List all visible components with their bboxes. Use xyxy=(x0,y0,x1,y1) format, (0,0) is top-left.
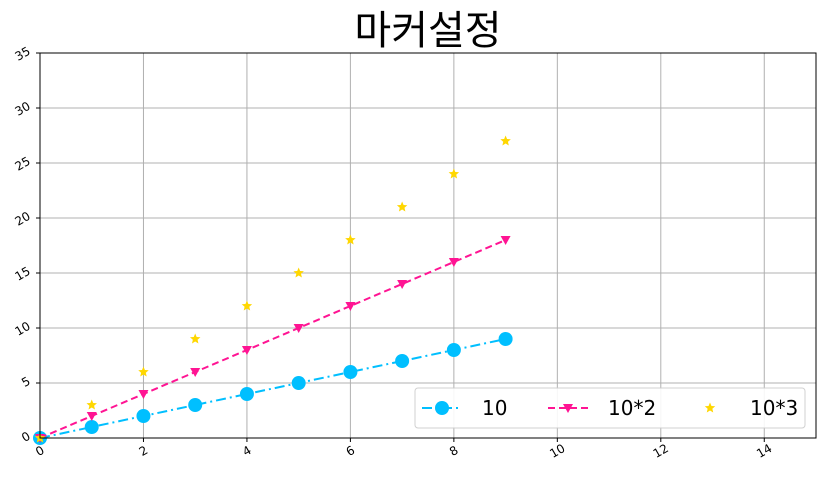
data-point xyxy=(138,390,149,399)
data-point xyxy=(345,234,356,245)
data-point xyxy=(498,332,513,346)
data-point xyxy=(136,409,151,423)
data-point xyxy=(448,258,459,267)
x-tick-label: 12 xyxy=(651,441,671,461)
x-tick-label: 6 xyxy=(344,443,358,459)
x-tick-label: 10 xyxy=(547,441,567,461)
x-axis-ticks: 0 2 4 6 8 10 12 14 xyxy=(33,438,774,461)
data-point xyxy=(239,387,254,401)
series-3 xyxy=(34,135,511,443)
data-point xyxy=(241,346,252,355)
y-tick-label: 30 xyxy=(12,99,32,119)
data-point xyxy=(343,365,358,379)
y-tick-label: 20 xyxy=(12,209,32,229)
x-tick-label: 4 xyxy=(240,443,254,459)
x-tick-label: 8 xyxy=(447,443,461,459)
legend-marker xyxy=(435,401,449,415)
legend-label: 10 xyxy=(482,396,507,420)
plot-frame xyxy=(39,52,817,439)
data-point xyxy=(397,280,408,289)
data-point xyxy=(188,398,203,412)
series-1 xyxy=(33,332,513,445)
data-point xyxy=(293,267,304,278)
chart-title: 마커설정 xyxy=(354,8,501,54)
data-point xyxy=(500,135,511,146)
x-tick-label: 0 xyxy=(33,443,47,459)
data-point xyxy=(396,201,408,212)
data-point xyxy=(395,354,410,368)
legend-label: 10*2 xyxy=(608,396,656,420)
y-axis-ticks: 0 5 10 15 20 25 30 35 xyxy=(12,44,40,445)
grid xyxy=(39,52,816,439)
data-point xyxy=(190,368,201,377)
y-tick-label: 5 xyxy=(19,374,33,390)
y-tick-label: 25 xyxy=(12,154,32,174)
data-point xyxy=(86,399,97,410)
data-point xyxy=(500,236,511,245)
legend-marker xyxy=(563,404,573,413)
legend-entry: 10*2 xyxy=(548,396,656,420)
legend-label: 10*3 xyxy=(750,396,798,420)
legend-entry: 10*3 xyxy=(704,396,798,420)
y-tick-label: 35 xyxy=(12,44,32,64)
x-tick-label: 14 xyxy=(754,441,774,461)
data-point xyxy=(189,333,201,344)
data-point xyxy=(241,300,253,311)
legend-box xyxy=(414,387,806,429)
legend-marker xyxy=(704,402,716,413)
data-point xyxy=(345,302,356,311)
y-tick-label: 10 xyxy=(12,319,32,339)
data-point xyxy=(86,412,97,421)
x-tick-label: 2 xyxy=(137,443,151,459)
y-tick-label: 15 xyxy=(12,264,32,284)
plot-area xyxy=(33,135,513,445)
data-point xyxy=(138,366,149,377)
data-point xyxy=(448,168,460,179)
data-point xyxy=(291,376,306,390)
data-point xyxy=(293,324,304,333)
legend: 10 10*2 10*3 xyxy=(414,387,806,429)
series-line xyxy=(39,239,506,439)
legend-entry: 10 xyxy=(422,396,507,420)
data-point xyxy=(84,420,99,434)
y-tick-label: 0 xyxy=(19,429,33,445)
data-point xyxy=(446,343,461,357)
